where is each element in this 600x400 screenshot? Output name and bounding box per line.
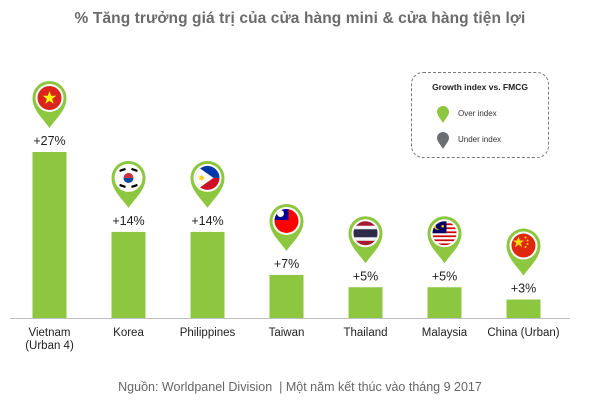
category-label-4-0: Thailand [343, 327, 387, 339]
legend-under-label: Under index [458, 135, 502, 144]
bar-0 [32, 152, 67, 318]
footer-period: Một năm kết thúc vào tháng 9 2017 [285, 380, 482, 394]
philippines-pin-icon [190, 160, 225, 208]
china-flag-icon [511, 233, 536, 258]
grey-pin-icon [437, 132, 449, 149]
category-label-1-0: Korea [113, 327, 144, 339]
legend-title: Growth index vs. FMCG [432, 82, 528, 92]
taiwan-flag-icon [274, 208, 299, 233]
taiwan-pin-icon [269, 203, 304, 251]
value-label-5: +5% [432, 269, 457, 283]
korea-pin-icon [111, 160, 146, 208]
category-label-2-0: Philippines [180, 327, 236, 339]
korea-flag-icon [116, 165, 141, 190]
bar-6 [506, 299, 541, 318]
china-pin-icon [506, 228, 541, 276]
malaysia-pin-icon [427, 216, 462, 264]
legend: Growth index vs. FMCG Over index Under i… [411, 72, 549, 158]
value-label-1: +14% [112, 214, 144, 228]
green-pin-icon [437, 106, 449, 123]
thailand-pin-icon [348, 216, 383, 264]
vietnam-flag-icon [37, 86, 62, 110]
vietnam-pin-icon [32, 80, 67, 128]
category-label-6-0: China (Urban) [487, 327, 559, 339]
bar-3 [269, 274, 304, 318]
value-label-0: +27% [33, 134, 65, 148]
thailand-flag-icon [353, 221, 378, 246]
footer-separator: | [279, 380, 283, 394]
value-label-4: +5% [353, 269, 378, 283]
category-label-0-0: Vietnam [29, 327, 71, 339]
category-label-3-0: Taiwan [269, 327, 305, 339]
bar-5 [427, 287, 462, 318]
value-label-2: +14% [191, 214, 223, 228]
footer-source: Nguồn: Worldpanel Division [118, 380, 273, 394]
philippines-flag-icon [195, 165, 220, 190]
bar-1 [111, 231, 146, 318]
value-label-3: +7% [274, 257, 299, 271]
category-label-0-1: (Urban 4) [25, 340, 74, 352]
source-footer: Nguồn: Worldpanel Division | Một năm kết… [0, 380, 600, 394]
bar-4 [348, 287, 383, 318]
category-label-5-0: Malaysia [422, 327, 468, 339]
bar-2 [190, 231, 225, 318]
legend-over-label: Over index [458, 109, 497, 118]
value-label-6: +3% [511, 282, 536, 296]
chart-title: % Tăng trưởng giá trị của cửa hàng mini … [74, 10, 526, 27]
